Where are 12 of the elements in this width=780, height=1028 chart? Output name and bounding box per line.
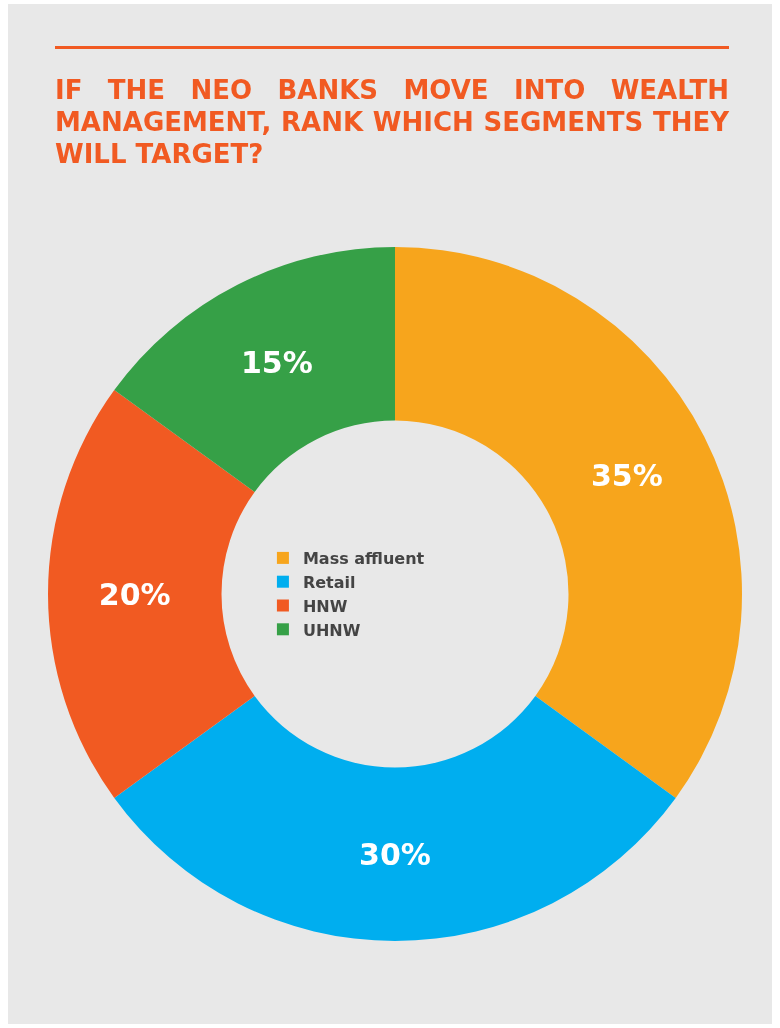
data-label: 35% <box>590 458 663 494</box>
legend-label: Retail <box>302 572 356 592</box>
legend-label: Mass affluent <box>302 549 425 569</box>
data-label: 20% <box>98 576 171 612</box>
donut-slice <box>48 390 255 798</box>
data-label: 15% <box>240 344 313 380</box>
donut-slice <box>114 695 676 941</box>
chart-title: IF THE NEO BANKS MOVE INTO WEALTH MANAGEMENT, RANK WHICH SEGMENTS THEY WILL TARGET? <box>55 74 729 170</box>
legend-label: HNW <box>302 596 348 616</box>
legend-label: UHNW <box>302 620 361 640</box>
data-label: 30% <box>359 836 431 872</box>
donut-slice <box>114 247 395 493</box>
